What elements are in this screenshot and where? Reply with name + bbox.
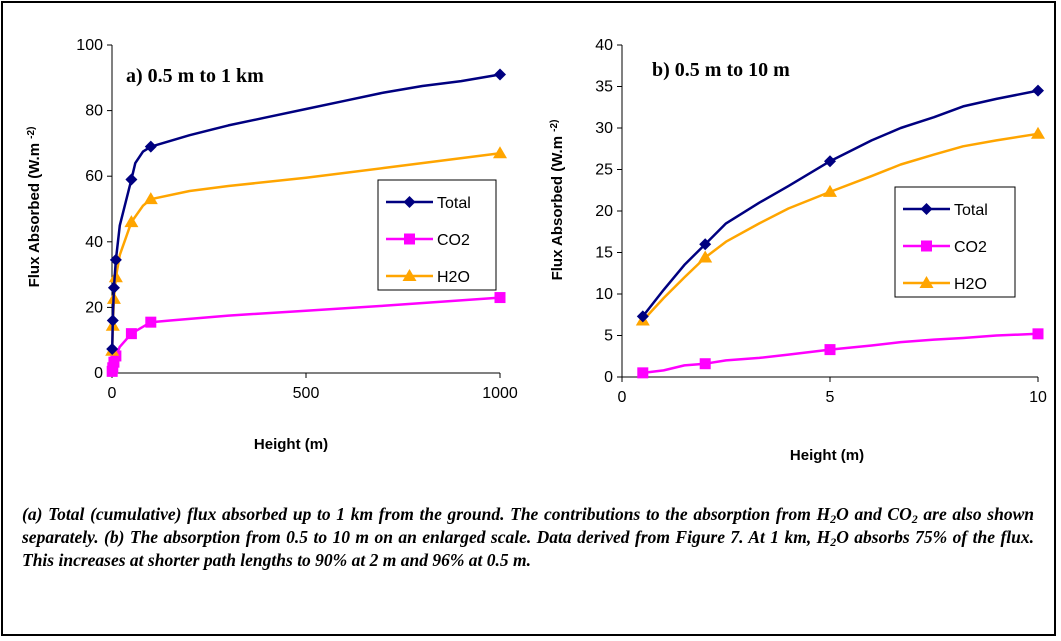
- caption-sub-1: 2: [830, 512, 837, 526]
- y-tick-label-a: 40: [85, 234, 103, 251]
- series-line-total-b: [641, 89, 1039, 318]
- legend-label-h2o-a: H2O: [437, 269, 470, 286]
- x-tick-label-a: 1000: [482, 385, 518, 402]
- point-total-b: [699, 238, 712, 251]
- y-tick-label-a: 60: [85, 168, 103, 185]
- caption-text-4: O absorbs 75% of the flux. This increase…: [22, 527, 1034, 570]
- caption-sub-2: 2: [911, 512, 918, 526]
- legend-box-a: [377, 179, 497, 291]
- point-h2o-b: [823, 184, 837, 197]
- series-line-co2-b: [642, 332, 1039, 375]
- chart-b: b) 0.5 m to 10 m Height (m) Flux Absorbe…: [549, 37, 1048, 464]
- y-axis-title-b: Flux Absorbed (W.m -2): [549, 120, 567, 281]
- point-h2o-b: [1031, 126, 1045, 139]
- chart-a: a) 0.5 m to 1 km Height (m) Flux Absorbe…: [26, 37, 518, 453]
- legend-marker-co2-b: [921, 240, 932, 252]
- y-tick-label-b: 5: [604, 328, 613, 345]
- point-co2-a: [494, 292, 506, 304]
- point-total-a: [125, 173, 138, 186]
- point-total-a: [109, 253, 122, 266]
- point-total-a: [106, 343, 119, 356]
- y-tick-label-b: 20: [595, 203, 613, 220]
- caption-text-2: O and CO: [836, 504, 912, 524]
- y-tick-label-a: 0: [94, 365, 103, 382]
- legend-label-co2-a: CO2: [437, 232, 470, 249]
- y-tick-label-a: 80: [85, 103, 103, 120]
- y-tick-label-b: 0: [604, 369, 613, 386]
- point-co2-a: [107, 362, 119, 374]
- point-co2-b: [699, 358, 711, 370]
- legend-marker-total-a: [403, 196, 416, 208]
- caption-text-1: (a) Total (cumulative) flux absorbed up …: [22, 504, 831, 524]
- legend-marker-h2o-a: [402, 269, 417, 281]
- point-total-b: [636, 310, 649, 323]
- series-line-h2o-b: [641, 132, 1039, 322]
- y-tick-label-a: 100: [76, 37, 103, 54]
- x-axis-title-b: Height (m): [790, 447, 864, 464]
- point-total-a: [107, 281, 120, 294]
- point-h2o-a: [143, 192, 158, 205]
- x-tick-label-a: 0: [108, 385, 117, 402]
- legend-marker-h2o-b: [919, 276, 934, 288]
- point-total-b: [824, 155, 836, 168]
- point-co2-b: [1032, 328, 1044, 340]
- point-total-a: [494, 68, 506, 81]
- panel-a-label: a) 0.5 m to 1 km: [126, 65, 264, 87]
- legend-marker-total-b: [920, 203, 933, 215]
- x-tick-label-b: 5: [826, 389, 835, 406]
- legend-label-total-a: Total: [437, 195, 471, 212]
- y-tick-label-b: 10: [595, 286, 613, 303]
- legend-label-co2-b: CO2: [954, 239, 987, 256]
- legend-label-h2o-b: H2O: [954, 276, 987, 293]
- y-axis-title-a: Flux Absorbed (W.m -2): [26, 127, 44, 288]
- point-h2o-a: [493, 146, 507, 159]
- figure-caption: (a) Total (cumulative) flux absorbed up …: [22, 503, 1034, 572]
- point-co2-a: [108, 356, 120, 368]
- point-co2-a: [110, 350, 122, 362]
- point-co2-b: [824, 344, 836, 356]
- point-total-a: [106, 314, 119, 327]
- legend-marker-co2-a: [404, 233, 415, 245]
- x-tick-label-a: 500: [293, 385, 320, 402]
- point-co2-b: [637, 367, 649, 379]
- x-tick-label-b: 10: [1029, 389, 1047, 406]
- legend-label-total-b: Total: [954, 202, 988, 219]
- x-tick-label-b: 0: [618, 389, 627, 406]
- panel-b-label: b) 0.5 m to 10 m: [652, 59, 790, 81]
- y-tick-label-b: 15: [595, 245, 613, 262]
- y-axis-title-exponent: -2): [26, 127, 37, 139]
- caption-sub-3: 2: [830, 535, 837, 549]
- point-h2o-b: [698, 250, 713, 263]
- y-tick-label-a: 20: [85, 299, 103, 316]
- point-total-a: [144, 140, 157, 153]
- y-tick-label-b: 25: [595, 162, 613, 179]
- series-line-co2-a: [110, 296, 501, 372]
- y-tick-label-b: 40: [595, 37, 613, 54]
- point-co2-a: [145, 316, 157, 328]
- point-h2o-a: [124, 215, 139, 228]
- y-axis-title-exponent: -2): [549, 120, 560, 132]
- legend-box-b: [894, 186, 1016, 298]
- point-total-b: [1032, 84, 1044, 97]
- point-co2-a: [125, 328, 137, 340]
- y-tick-label-b: 30: [595, 120, 613, 137]
- y-tick-label-b: 35: [595, 79, 613, 96]
- x-axis-title-a: Height (m): [254, 436, 328, 453]
- caption-text-3: are also shown separately. (b) The absor…: [22, 504, 1034, 547]
